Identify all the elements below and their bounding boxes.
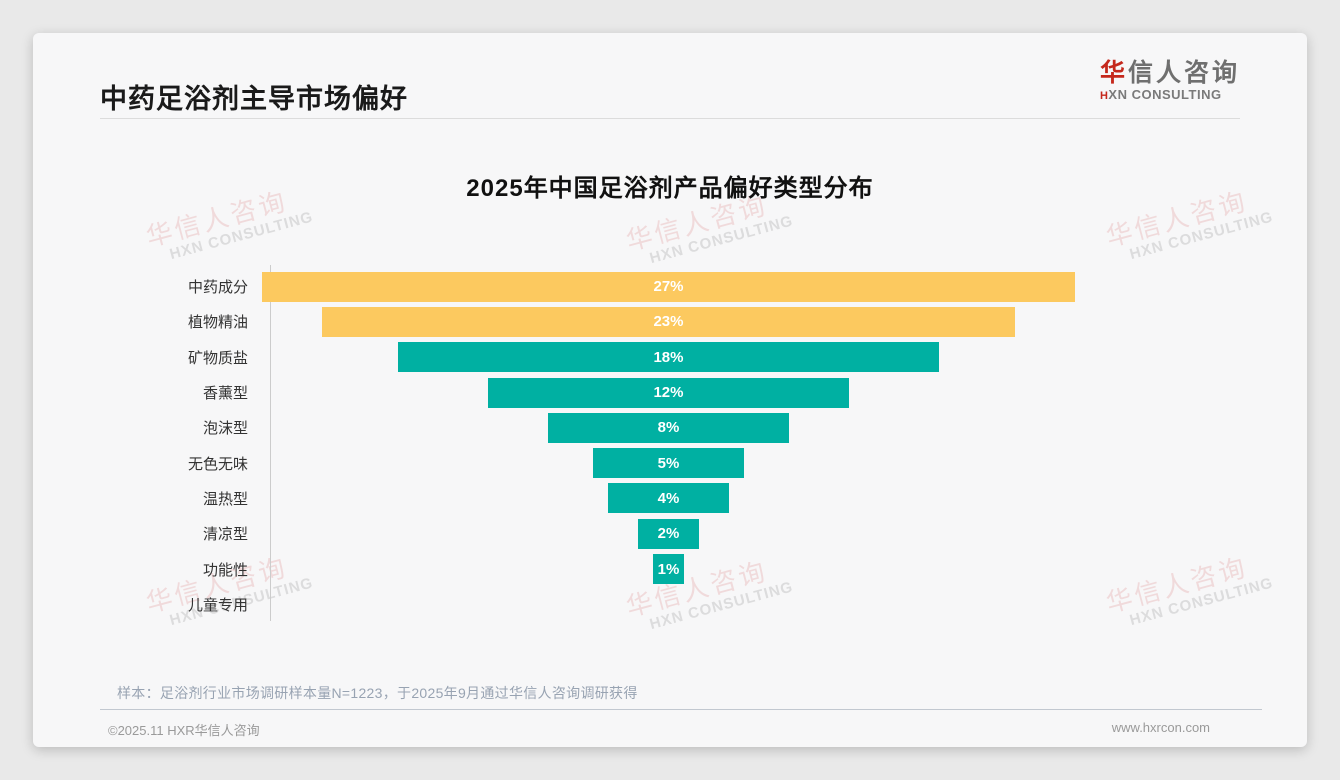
copyright-text: ©2025.11 HXR华信人咨询: [108, 723, 260, 738]
funnel-bar: 1%: [653, 554, 684, 585]
category-label: 植物精油: [187, 314, 248, 332]
chart-row: 泡沫型 8%: [33, 410, 1133, 445]
logo-cn-rest: 信人咨询: [1127, 59, 1240, 87]
funnel-bar: 27%: [262, 271, 1075, 302]
chart-row: 功能性 1%: [33, 551, 1133, 586]
bar-value-label: 2%: [657, 525, 680, 543]
bar-value-label: 1%: [657, 560, 680, 578]
chart-row: 矿物质盐 18%: [33, 340, 1133, 375]
category-label: 清凉型: [202, 526, 248, 544]
chart-rows: 中药成分 27% 植物精油 23% 矿物质盐 18% 香薰型 12% 泡沫型 8% 无色无味 5% 温热…: [33, 269, 1133, 622]
report-card: 中药足浴剂主导市场偏好 华信人咨询 HXN CONSULTING 华信人咨询 H…: [33, 33, 1307, 747]
watermark-en: HXN CONSULTING: [167, 208, 316, 264]
bar-track: 8%: [262, 412, 1075, 443]
sample-note: 样本：足浴剂行业市场调研样本量N=1223，于2025年9月通过华信人咨询调研获…: [117, 685, 638, 701]
bar-track: 27%: [262, 271, 1075, 302]
bar-track: 1%: [262, 554, 1075, 585]
funnel-bar: 2%: [638, 518, 699, 549]
bar-track: 2%: [262, 518, 1075, 549]
bar-value-label: 23%: [653, 313, 684, 331]
bar-value-label: 5%: [657, 454, 680, 472]
watermark-en: HXN CONSULTING: [1127, 574, 1276, 630]
funnel-bar: 12%: [487, 377, 850, 408]
logo-cn-first: 华: [1099, 59, 1128, 87]
bar-track: 5%: [262, 448, 1075, 479]
category-label: 无色无味: [187, 455, 248, 473]
chart-title: 2025年中国足浴剂产品偏好类型分布: [466, 175, 874, 202]
footer: ©2025.11 HXR华信人咨询 www.hxrcon.com: [108, 720, 1210, 739]
funnel-bar: 18%: [397, 342, 940, 373]
bar-value-label: 27%: [653, 278, 684, 296]
chart-row: 香薰型 12%: [33, 375, 1133, 410]
category-label: 泡沫型: [202, 420, 248, 438]
website-link[interactable]: www.hxrcon.com: [1111, 720, 1210, 735]
chart-row: 温热型 4%: [33, 481, 1133, 516]
logo-en-first: H: [1099, 89, 1109, 102]
funnel-bar: 5%: [593, 448, 744, 479]
logo-en-text: HXN CONSULTING: [1099, 86, 1240, 102]
bar-track: [262, 589, 1075, 619]
bar-value-label: 12%: [653, 384, 684, 402]
bar-value-label: 4%: [657, 489, 680, 507]
chart-row: 无色无味 5%: [33, 445, 1133, 480]
category-label: 香薰型: [202, 385, 248, 403]
chart-row: 植物精油 23%: [33, 304, 1133, 339]
funnel-bar: 4%: [608, 483, 729, 514]
bar-track: 4%: [262, 483, 1075, 514]
category-label: 温热型: [202, 490, 248, 508]
chart-row: 儿童专用: [33, 587, 1133, 622]
bar-value-label: 18%: [653, 348, 684, 366]
page-title: 中药足浴剂主导市场偏好: [100, 84, 408, 114]
chart-row: 清凉型 2%: [33, 516, 1133, 551]
watermark-en: HXN CONSULTING: [647, 212, 796, 268]
chart-row: 中药成分 27%: [33, 269, 1133, 304]
footer-divider: [100, 709, 1262, 710]
bar-track: 12%: [262, 377, 1075, 408]
category-label: 矿物质盐: [187, 349, 248, 367]
funnel-bar: 23%: [322, 306, 1015, 337]
category-label: 中药成分: [187, 279, 248, 297]
watermark-en: HXN CONSULTING: [1127, 208, 1276, 264]
bar-track: 23%: [262, 306, 1075, 337]
category-label: 功能性: [202, 561, 248, 579]
chart-y-axis-line: [270, 265, 271, 621]
logo-cn-text: 华信人咨询: [1100, 59, 1240, 88]
logo-en-rest: XN CONSULTING: [1108, 86, 1222, 102]
category-label: 儿童专用: [187, 596, 248, 614]
funnel-bar: 8%: [548, 412, 789, 443]
bar-track: 18%: [262, 342, 1075, 373]
bar-value-label: 8%: [657, 419, 680, 437]
header-divider: [100, 118, 1240, 119]
company-logo: 华信人咨询 HXN CONSULTING: [1100, 59, 1240, 102]
